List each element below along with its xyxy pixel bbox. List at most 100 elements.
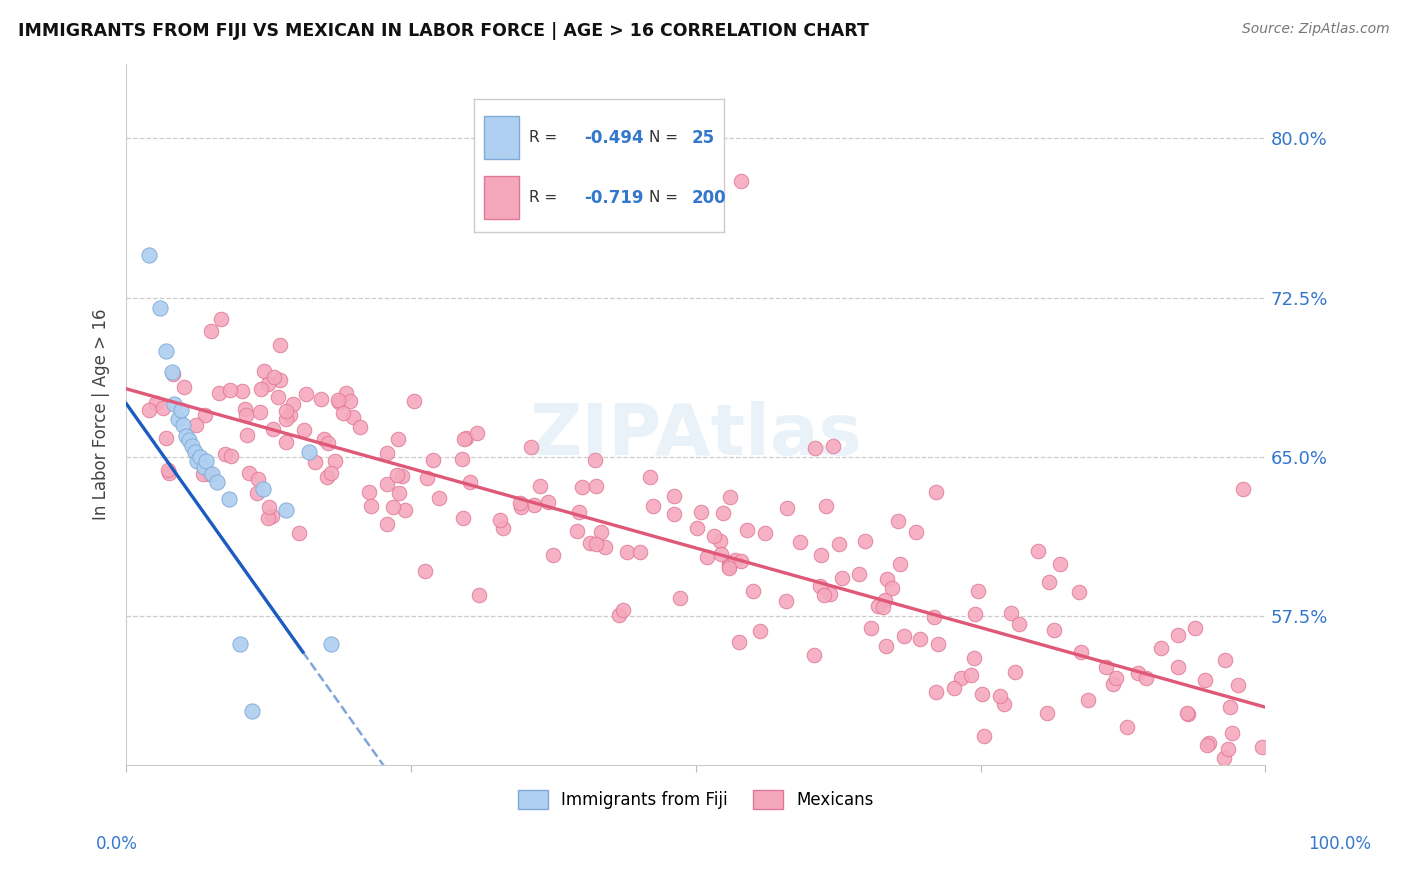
Point bbox=[295, 387, 318, 401]
Point bbox=[585, 537, 607, 551]
Point bbox=[246, 485, 269, 500]
Point bbox=[388, 485, 411, 500]
Point bbox=[904, 524, 927, 539]
Point bbox=[208, 385, 231, 400]
Point bbox=[276, 404, 298, 418]
Point bbox=[453, 510, 475, 524]
Point bbox=[886, 514, 908, 528]
Point bbox=[988, 689, 1011, 703]
Point bbox=[191, 467, 214, 482]
Point bbox=[963, 607, 986, 621]
Point bbox=[1184, 621, 1206, 635]
Point bbox=[246, 472, 269, 486]
Point bbox=[394, 503, 416, 517]
Point bbox=[718, 491, 741, 505]
Point bbox=[183, 445, 205, 459]
Point bbox=[509, 496, 531, 510]
Point bbox=[963, 651, 986, 665]
Point bbox=[789, 534, 811, 549]
Point bbox=[876, 572, 898, 586]
Point bbox=[349, 419, 371, 434]
Point bbox=[194, 408, 217, 422]
Point bbox=[427, 491, 450, 505]
Point bbox=[638, 470, 661, 484]
Point bbox=[717, 557, 740, 571]
Point bbox=[274, 503, 297, 517]
Point bbox=[155, 343, 177, 358]
Point bbox=[253, 364, 276, 378]
Point bbox=[510, 500, 533, 514]
Point bbox=[235, 409, 257, 423]
Point bbox=[1126, 665, 1149, 680]
Point bbox=[1150, 641, 1173, 656]
Point bbox=[328, 395, 350, 409]
Point bbox=[465, 426, 488, 441]
Point bbox=[454, 431, 477, 445]
Point bbox=[416, 471, 439, 485]
Point bbox=[339, 393, 361, 408]
Point bbox=[311, 392, 333, 407]
Point bbox=[335, 386, 357, 401]
Point bbox=[207, 475, 229, 490]
Point bbox=[186, 454, 208, 468]
Point bbox=[385, 468, 408, 483]
Point bbox=[1232, 482, 1254, 496]
Point bbox=[1042, 623, 1064, 637]
Point bbox=[1028, 544, 1050, 558]
Point bbox=[568, 505, 591, 519]
Point bbox=[1213, 652, 1236, 666]
Point bbox=[1049, 557, 1071, 571]
Point bbox=[925, 484, 948, 499]
Point bbox=[149, 301, 172, 315]
Point bbox=[993, 697, 1015, 711]
Point bbox=[1036, 706, 1059, 721]
Point bbox=[281, 397, 304, 411]
Point bbox=[703, 528, 725, 542]
Legend: Immigrants from Fiji, Mexicans: Immigrants from Fiji, Mexicans bbox=[512, 784, 880, 815]
Point bbox=[152, 401, 174, 416]
Point bbox=[266, 390, 288, 404]
Point bbox=[593, 540, 616, 554]
Point bbox=[195, 454, 218, 468]
Point bbox=[1105, 671, 1128, 685]
Point bbox=[250, 382, 273, 396]
Point bbox=[589, 525, 612, 540]
Point bbox=[304, 455, 326, 469]
Point bbox=[214, 447, 236, 461]
Point bbox=[628, 545, 651, 559]
Point bbox=[1219, 699, 1241, 714]
Point bbox=[616, 545, 638, 559]
Point bbox=[163, 397, 186, 411]
Point bbox=[927, 637, 949, 651]
Text: IMMIGRANTS FROM FIJI VS MEXICAN IN LABOR FORCE | AGE > 16 CORRELATION CHART: IMMIGRANTS FROM FIJI VS MEXICAN IN LABOR… bbox=[18, 22, 869, 40]
Point bbox=[219, 383, 242, 397]
Point bbox=[724, 553, 747, 567]
Point bbox=[402, 394, 425, 409]
Point bbox=[453, 433, 475, 447]
Point bbox=[1251, 739, 1274, 754]
Point bbox=[157, 467, 180, 481]
Point bbox=[710, 547, 733, 561]
Point bbox=[543, 548, 565, 562]
Point bbox=[821, 439, 844, 453]
Point bbox=[1067, 585, 1090, 599]
Point bbox=[200, 324, 222, 338]
Point bbox=[235, 427, 257, 442]
Point bbox=[571, 480, 593, 494]
Y-axis label: In Labor Force | Age > 16: In Labor Force | Age > 16 bbox=[93, 309, 110, 520]
Point bbox=[831, 571, 853, 585]
Point bbox=[263, 370, 285, 384]
Point bbox=[662, 489, 685, 503]
Point bbox=[162, 368, 184, 382]
Text: ZIPAtlas: ZIPAtlas bbox=[530, 401, 862, 470]
Point bbox=[1198, 736, 1220, 750]
Point bbox=[696, 549, 718, 564]
Point bbox=[730, 174, 752, 188]
Point bbox=[451, 452, 474, 467]
Text: Source: ZipAtlas.com: Source: ZipAtlas.com bbox=[1241, 22, 1389, 37]
Point bbox=[578, 536, 600, 550]
Point bbox=[1177, 707, 1199, 722]
Point bbox=[609, 608, 631, 623]
Point bbox=[1095, 659, 1118, 673]
Point bbox=[853, 533, 876, 548]
